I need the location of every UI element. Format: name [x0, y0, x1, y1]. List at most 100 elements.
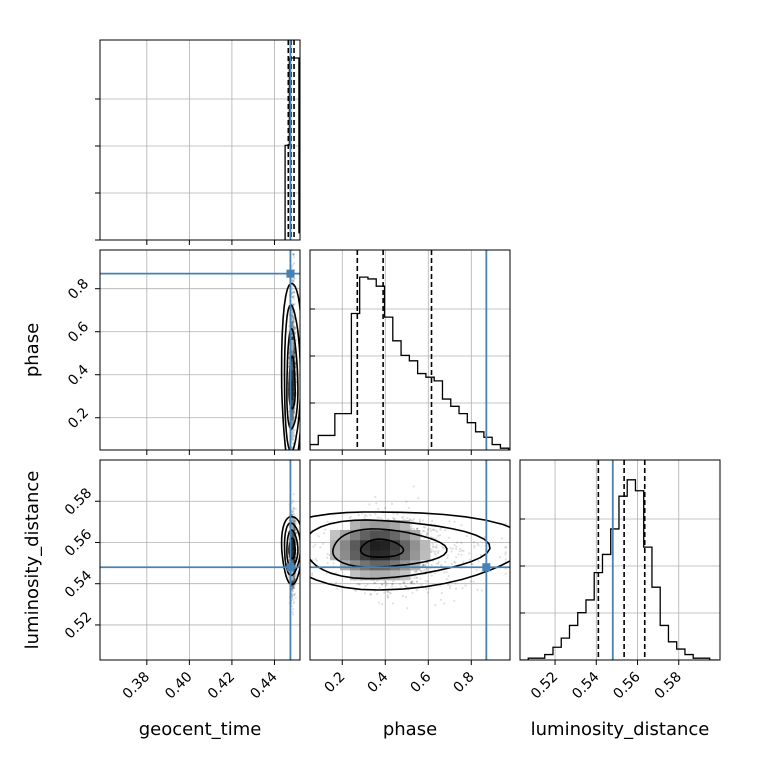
sample-point — [293, 522, 296, 525]
sample-point — [460, 549, 464, 552]
sample-point — [409, 581, 413, 584]
density-cell — [350, 530, 361, 541]
sample-point — [365, 514, 368, 518]
sample-point — [291, 338, 294, 341]
sample-point — [293, 324, 296, 328]
sample-point — [377, 601, 380, 604]
sample-point — [422, 564, 425, 567]
sample-point — [391, 580, 395, 583]
sample-point — [431, 542, 434, 546]
sample-point — [430, 519, 434, 522]
sample-point — [293, 557, 296, 561]
sample-point — [410, 582, 413, 585]
sample-point — [368, 503, 371, 506]
density-cell — [330, 530, 341, 541]
sample-point — [504, 551, 507, 554]
histogram-bar — [310, 445, 318, 450]
tick-label-y: 0.54 — [62, 568, 95, 601]
sample-point — [293, 351, 296, 354]
sample-point — [291, 303, 294, 306]
sample-point — [400, 586, 403, 589]
density-cell — [290, 380, 294, 391]
density-cell — [380, 560, 391, 571]
sample-point — [292, 297, 295, 301]
sample-point — [292, 263, 295, 266]
sample-point — [479, 554, 482, 557]
sample-point — [291, 337, 294, 341]
sample-point — [292, 493, 295, 496]
histogram-bar — [393, 341, 401, 450]
histogram-bar — [668, 642, 676, 660]
sample-point — [458, 547, 462, 551]
sample-point — [426, 580, 430, 583]
histogram-bar — [442, 399, 450, 450]
sample-point — [420, 532, 423, 536]
density-cell — [290, 540, 294, 551]
sample-point — [290, 337, 294, 340]
sample-point — [437, 549, 440, 553]
histogram-bar — [561, 638, 569, 660]
density-cell — [370, 520, 381, 531]
sample-point — [386, 590, 389, 593]
sample-point — [294, 326, 297, 329]
sample-point — [291, 592, 294, 595]
sample-point — [402, 581, 405, 584]
contour-level — [283, 303, 300, 450]
sample-point — [429, 567, 432, 570]
histogram-bar — [426, 377, 434, 450]
sample-point — [291, 278, 294, 281]
sample-point — [291, 291, 294, 294]
sample-point — [400, 516, 404, 519]
sample-point — [416, 580, 419, 583]
tick-label-x: 0.40 — [162, 669, 195, 702]
sample-point — [420, 583, 423, 586]
sample-point — [291, 585, 294, 588]
sample-point — [291, 613, 295, 616]
sample-point — [364, 585, 367, 588]
histogram-bar — [602, 554, 610, 660]
sample-point — [293, 576, 296, 579]
sample-point — [455, 545, 458, 548]
sample-point — [424, 579, 427, 583]
sample-point — [291, 581, 295, 584]
density-cell — [400, 540, 411, 551]
sample-point — [293, 429, 297, 432]
sample-point — [391, 582, 394, 586]
sample-point — [410, 581, 413, 584]
density-cell — [380, 550, 391, 561]
sample-point — [379, 516, 382, 519]
grid-2-0 — [100, 460, 300, 660]
sample-point — [393, 517, 396, 520]
sample-point — [422, 569, 425, 573]
sample-point — [426, 591, 429, 594]
density-cell — [360, 520, 371, 531]
contour-level — [288, 537, 297, 559]
sample-point — [416, 576, 419, 579]
sample-point — [460, 553, 463, 556]
sample-point — [294, 360, 297, 364]
sample-point — [361, 512, 364, 515]
sample-point — [292, 314, 295, 317]
sample-point — [432, 528, 435, 531]
sample-point — [292, 316, 295, 320]
sample-point — [294, 332, 297, 335]
sample-point — [294, 522, 298, 525]
contour-level — [286, 327, 299, 430]
sample-point — [444, 560, 447, 563]
histogram-bar — [635, 491, 643, 660]
sample-point — [436, 551, 440, 555]
sample-point — [449, 547, 452, 550]
sample-point — [315, 559, 318, 562]
sample-point — [422, 563, 425, 566]
sample-point — [290, 605, 294, 608]
sample-point — [293, 326, 296, 329]
sample-point — [456, 541, 459, 544]
density-cell — [350, 570, 361, 581]
contours — [280, 282, 300, 450]
sample-point — [357, 514, 361, 517]
sample-point — [462, 560, 465, 563]
sample-point — [440, 563, 443, 566]
histogram-bar — [553, 647, 561, 660]
histogram-bar — [484, 437, 492, 450]
sample-point — [431, 528, 434, 531]
